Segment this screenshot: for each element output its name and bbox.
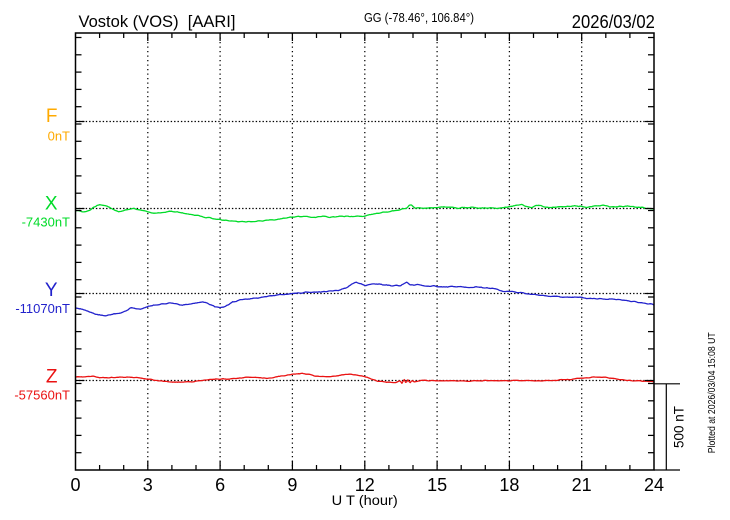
svg-text:18: 18 — [499, 475, 519, 495]
svg-text:2026/03/02: 2026/03/02 — [572, 11, 655, 32]
svg-text:-11070nT: -11070nT — [15, 301, 70, 316]
svg-text:-57560nT: -57560nT — [14, 388, 70, 403]
svg-text:X: X — [45, 194, 58, 215]
svg-text:Z: Z — [46, 367, 58, 388]
svg-text:U T (hour): U T (hour) — [332, 492, 398, 508]
svg-text:24: 24 — [644, 475, 664, 495]
svg-text:6: 6 — [215, 475, 225, 495]
svg-text:GG (-78.46°, 106.84°): GG (-78.46°, 106.84°) — [364, 11, 474, 25]
svg-text:12: 12 — [355, 475, 375, 495]
svg-text:15: 15 — [427, 475, 447, 495]
svg-text:Vostok (VOS) [AARI]: Vostok (VOS) [AARI] — [79, 12, 236, 31]
svg-text:21: 21 — [572, 475, 592, 495]
svg-text:-7430nT: -7430nT — [22, 215, 70, 230]
svg-text:3: 3 — [143, 475, 153, 495]
svg-text:Plotted at 2026/03/04 15:08 UT: Plotted at 2026/03/04 15:08 UT — [707, 332, 718, 453]
svg-text:500 nT: 500 nT — [672, 406, 687, 448]
svg-text:Y: Y — [45, 280, 58, 301]
svg-text:0: 0 — [70, 475, 80, 495]
svg-text:0nT: 0nT — [48, 129, 70, 144]
svg-text:9: 9 — [287, 475, 297, 495]
svg-text:F: F — [46, 106, 58, 127]
